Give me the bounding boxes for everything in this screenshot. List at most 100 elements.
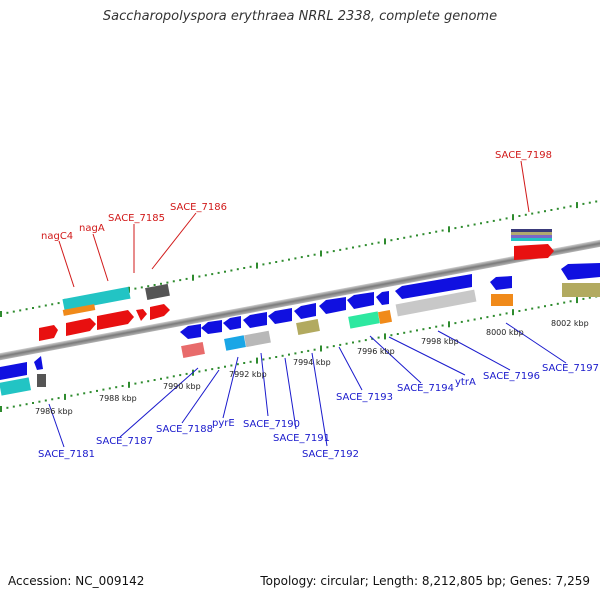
forward-scale-minor-dot bbox=[153, 284, 156, 286]
gene-SACE_7193[interactable] bbox=[319, 297, 346, 314]
gene-label-SACE_7194[interactable]: SACE_7194 bbox=[397, 383, 454, 394]
reverse-scale-minor-dot bbox=[313, 348, 316, 351]
gene-nagC4[interactable] bbox=[39, 325, 58, 341]
gene-nagA[interactable] bbox=[66, 318, 96, 336]
forward-scale-minor-dot bbox=[166, 281, 169, 284]
gene-ytrA[interactable] bbox=[376, 291, 389, 305]
gene-SACE_7186-grey[interactable] bbox=[145, 283, 170, 300]
gene-label-SACE_7196[interactable]: SACE_7196 bbox=[483, 371, 540, 382]
scale-label-7992: 7992 kbp bbox=[229, 370, 267, 379]
gene-SACE_7186[interactable] bbox=[150, 304, 170, 320]
gene-label-SACE_7181[interactable]: SACE_7181 bbox=[38, 449, 95, 460]
gene-SACE_7196-grey[interactable] bbox=[395, 289, 477, 317]
gene-SACE_7196[interactable] bbox=[395, 274, 472, 299]
gene-SACE_7190[interactable] bbox=[243, 312, 267, 328]
forward-scale-minor-dot bbox=[505, 217, 508, 220]
scale-label-7994: 7994 kbp bbox=[293, 358, 331, 367]
reverse-scale-minor-dot bbox=[569, 300, 572, 303]
gene-label-SACE_7198[interactable]: SACE_7198 bbox=[495, 150, 552, 161]
forward-scale-minor-dot bbox=[492, 219, 495, 222]
gene-features[interactable] bbox=[0, 229, 600, 396]
reverse-scale-minor-dot bbox=[217, 366, 220, 369]
gene-label-SACE_7191[interactable]: SACE_7191 bbox=[273, 433, 330, 444]
gene-SACE_7190-grey[interactable] bbox=[244, 330, 271, 348]
gene-SACE_7194[interactable] bbox=[347, 292, 374, 309]
gene-label-nagC4[interactable]: nagC4 bbox=[41, 231, 73, 242]
gene-SACE_7193-orange[interactable] bbox=[377, 309, 393, 325]
gene-SACE_7192[interactable] bbox=[294, 303, 316, 319]
forward-scale-major-tick bbox=[320, 250, 322, 257]
reverse-scale-minor-dot bbox=[435, 325, 438, 328]
gene-pyrE[interactable] bbox=[223, 316, 241, 330]
scale-label-7988: 7988 kbp bbox=[99, 394, 137, 403]
forward-scale-minor-dot bbox=[467, 224, 470, 227]
forward-scale-minor-dot bbox=[377, 241, 380, 244]
gene-SACE_7199[interactable] bbox=[561, 263, 600, 280]
reverse-scale-minor-dot bbox=[371, 337, 374, 340]
scale-label-7998: 7998 kbp bbox=[421, 337, 459, 346]
gene-SACE_7181-grey[interactable] bbox=[37, 374, 46, 387]
reverse-scale-minor-dot bbox=[550, 304, 553, 306]
gene-nagA-cyan[interactable] bbox=[62, 286, 131, 312]
reverse-scale-minor-dot bbox=[249, 360, 252, 363]
forward-scale-minor-dot bbox=[249, 265, 252, 268]
reverse-scale-minor-dot bbox=[505, 312, 508, 315]
reverse-scale-minor-dot bbox=[172, 375, 175, 378]
gene-SACE_7188[interactable] bbox=[201, 320, 222, 334]
gene-SACE_7199-olive[interactable] bbox=[562, 283, 600, 297]
gene-label-SACE_7186[interactable]: SACE_7186 bbox=[170, 202, 227, 213]
gene-SACE_7187-pink[interactable] bbox=[181, 342, 205, 358]
gene-label-ytrA[interactable]: ytrA bbox=[455, 377, 476, 388]
forward-scale-minor-dot bbox=[12, 310, 15, 313]
gene-label-SACE_7190[interactable]: SACE_7190 bbox=[243, 419, 300, 430]
reverse-scale-minor-dot bbox=[153, 379, 156, 381]
gene-SACE_7192-olive[interactable] bbox=[296, 319, 320, 335]
gene-label-SACE_7192[interactable]: SACE_7192 bbox=[302, 449, 359, 460]
gene-SACE_7193-green[interactable] bbox=[348, 311, 380, 329]
gene-label-SACE_7185[interactable]: SACE_7185 bbox=[108, 213, 165, 224]
reverse-scale-minor-dot bbox=[6, 406, 9, 409]
gene-SACE_7198-stack2[interactable] bbox=[511, 232, 552, 235]
forward-scale-minor-dot bbox=[326, 251, 329, 254]
gene-SACE_7197[interactable] bbox=[490, 276, 512, 290]
reverse-scale-minor-dot bbox=[262, 358, 265, 361]
gene-SACE_7191[interactable] bbox=[268, 308, 292, 324]
gene-label-SACE_7197[interactable]: SACE_7197 bbox=[542, 363, 599, 374]
reverse-scale-minor-dot bbox=[422, 328, 425, 331]
gene-SACE_7198-stack4[interactable] bbox=[511, 238, 552, 241]
reverse-scale-major-tick bbox=[256, 357, 258, 364]
gene-label-pyrE[interactable]: pyrE bbox=[212, 418, 235, 429]
reverse-scale-major-tick bbox=[320, 345, 322, 352]
gene-SACE_7181b[interactable] bbox=[34, 356, 43, 370]
gene-SACE_7181[interactable] bbox=[0, 362, 27, 380]
gene-SACE_7198[interactable] bbox=[514, 244, 554, 260]
reverse-scale-minor-dot bbox=[294, 352, 297, 355]
gene-SACE_7197-orange[interactable] bbox=[491, 294, 513, 306]
gene-nagA-orange[interactable] bbox=[62, 304, 96, 316]
gene-label-SACE_7188[interactable]: SACE_7188 bbox=[156, 424, 213, 435]
reverse-scale-minor-dot bbox=[236, 363, 239, 366]
reverse-scale-minor-dot bbox=[300, 351, 303, 354]
gene-label-SACE_7193[interactable]: SACE_7193 bbox=[336, 392, 393, 403]
gene-SACE_7198-stack3[interactable] bbox=[511, 235, 552, 238]
forward-scale-minor-dot bbox=[230, 269, 233, 272]
gene-label-SACE_7187[interactable]: SACE_7187 bbox=[96, 436, 153, 447]
reverse-scale-minor-dot bbox=[486, 316, 489, 319]
gene-pyrE-cyan[interactable] bbox=[224, 335, 246, 351]
gene-SACE_7198-stack[interactable] bbox=[511, 229, 552, 232]
reverse-scale-minor-dot bbox=[96, 389, 98, 392]
reverse-scale-minor-dot bbox=[166, 376, 169, 379]
forward-scale-minor-dot bbox=[422, 233, 425, 236]
reverse-scale-minor-dot bbox=[524, 308, 527, 311]
gene-SACE_7181-cyan[interactable] bbox=[0, 377, 32, 396]
reverse-scale-dots bbox=[0, 295, 598, 412]
forward-scale-major-tick bbox=[256, 262, 258, 269]
forward-scale-minor-dot bbox=[57, 302, 60, 305]
forward-scale-minor-dot bbox=[211, 273, 214, 276]
reverse-scale-minor-dot bbox=[243, 362, 246, 364]
gene-SACE_7185[interactable] bbox=[97, 310, 134, 330]
gene-label-nagA[interactable]: nagA bbox=[79, 223, 105, 234]
forward-scale-minor-dot bbox=[441, 229, 444, 232]
gene-SACE_7187[interactable] bbox=[180, 324, 201, 339]
gene-SACE_7185b[interactable] bbox=[136, 309, 147, 321]
